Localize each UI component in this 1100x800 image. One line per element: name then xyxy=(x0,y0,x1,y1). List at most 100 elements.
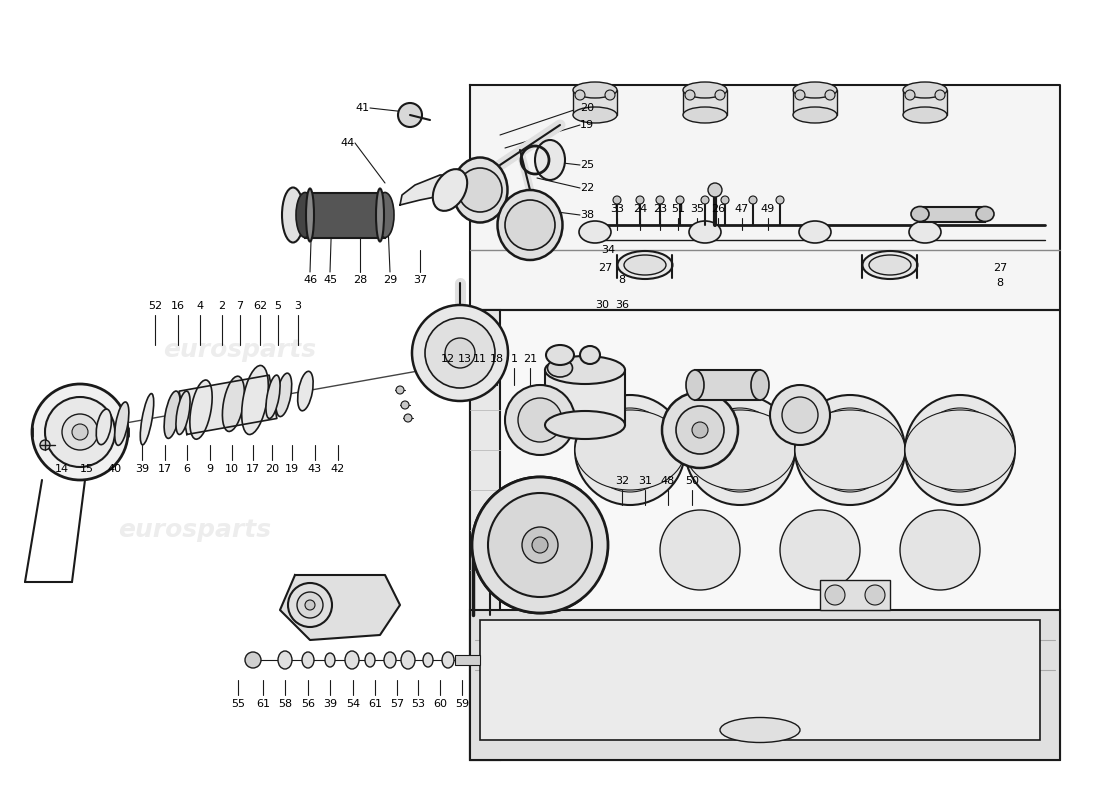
Bar xyxy=(920,207,984,222)
Bar xyxy=(573,90,617,115)
Ellipse shape xyxy=(795,410,905,490)
Circle shape xyxy=(402,401,409,409)
Circle shape xyxy=(522,527,558,563)
Circle shape xyxy=(776,196,784,204)
Text: 35: 35 xyxy=(690,204,704,214)
Ellipse shape xyxy=(452,158,507,222)
Circle shape xyxy=(676,406,724,454)
Circle shape xyxy=(605,90,615,100)
Circle shape xyxy=(613,196,621,204)
Ellipse shape xyxy=(624,255,666,275)
Ellipse shape xyxy=(685,410,795,490)
Ellipse shape xyxy=(535,140,565,180)
Circle shape xyxy=(72,424,88,440)
Ellipse shape xyxy=(302,652,313,668)
Ellipse shape xyxy=(376,193,394,238)
Text: 49: 49 xyxy=(761,204,776,214)
Text: 17: 17 xyxy=(246,464,260,474)
Ellipse shape xyxy=(544,356,625,384)
Polygon shape xyxy=(179,375,277,434)
Text: 3: 3 xyxy=(295,301,301,311)
Ellipse shape xyxy=(242,366,268,434)
Circle shape xyxy=(825,585,845,605)
Circle shape xyxy=(685,395,795,505)
Text: 43: 43 xyxy=(308,464,322,474)
Text: 27: 27 xyxy=(993,263,1008,273)
Text: 46: 46 xyxy=(302,275,317,285)
Bar xyxy=(695,370,760,400)
Circle shape xyxy=(425,318,495,388)
Text: eurosparts: eurosparts xyxy=(119,518,272,542)
Circle shape xyxy=(398,103,422,127)
Circle shape xyxy=(685,90,695,100)
Text: 12: 12 xyxy=(441,354,455,364)
Bar xyxy=(903,90,947,115)
Text: 13: 13 xyxy=(458,354,472,364)
Ellipse shape xyxy=(911,206,930,222)
Text: 50: 50 xyxy=(685,476,698,486)
Ellipse shape xyxy=(141,394,154,445)
Text: 14: 14 xyxy=(55,464,69,474)
Circle shape xyxy=(472,477,608,613)
Ellipse shape xyxy=(296,193,314,238)
Circle shape xyxy=(905,90,915,100)
Circle shape xyxy=(715,90,725,100)
Text: 5: 5 xyxy=(275,301,282,311)
Text: 19: 19 xyxy=(580,120,594,130)
Text: 29: 29 xyxy=(383,275,397,285)
Ellipse shape xyxy=(114,402,129,446)
Circle shape xyxy=(62,414,98,450)
Circle shape xyxy=(488,493,592,597)
Circle shape xyxy=(918,408,1002,492)
Text: 62: 62 xyxy=(253,301,267,311)
Text: 40: 40 xyxy=(108,464,122,474)
Ellipse shape xyxy=(573,107,617,123)
Polygon shape xyxy=(280,575,400,640)
Ellipse shape xyxy=(345,651,359,669)
Text: 32: 32 xyxy=(615,476,629,486)
Text: 16: 16 xyxy=(170,301,185,311)
Ellipse shape xyxy=(689,221,720,243)
Ellipse shape xyxy=(751,370,769,400)
Circle shape xyxy=(404,414,412,422)
Text: 19: 19 xyxy=(285,464,299,474)
Text: 7: 7 xyxy=(236,301,243,311)
Text: 20: 20 xyxy=(580,103,594,113)
Text: 10: 10 xyxy=(226,464,239,474)
Bar xyxy=(683,90,727,115)
Circle shape xyxy=(297,592,323,618)
Circle shape xyxy=(458,168,502,212)
Text: euro.parts: euro.parts xyxy=(656,518,804,542)
Text: 18: 18 xyxy=(490,354,504,364)
Text: 1: 1 xyxy=(510,354,517,364)
Bar xyxy=(305,193,385,238)
Ellipse shape xyxy=(869,255,911,275)
Text: 25: 25 xyxy=(580,160,594,170)
Ellipse shape xyxy=(573,82,617,98)
Text: 37: 37 xyxy=(412,275,427,285)
Circle shape xyxy=(795,395,905,505)
Circle shape xyxy=(698,408,782,492)
Polygon shape xyxy=(400,175,462,205)
Ellipse shape xyxy=(976,206,994,222)
Text: 42: 42 xyxy=(331,464,345,474)
Circle shape xyxy=(575,90,585,100)
Bar xyxy=(455,655,480,665)
Ellipse shape xyxy=(793,82,837,98)
Text: 2: 2 xyxy=(219,301,225,311)
Ellipse shape xyxy=(432,169,468,211)
Circle shape xyxy=(412,305,508,401)
Ellipse shape xyxy=(278,651,292,669)
Circle shape xyxy=(532,537,548,553)
Ellipse shape xyxy=(282,187,304,242)
Circle shape xyxy=(575,395,685,505)
Text: 28: 28 xyxy=(353,275,367,285)
Circle shape xyxy=(505,385,575,455)
Circle shape xyxy=(708,183,722,197)
Ellipse shape xyxy=(365,653,375,667)
Text: 34: 34 xyxy=(601,245,615,255)
Ellipse shape xyxy=(683,82,727,98)
Text: 41: 41 xyxy=(356,103,370,113)
Circle shape xyxy=(910,630,970,690)
Circle shape xyxy=(670,630,730,690)
